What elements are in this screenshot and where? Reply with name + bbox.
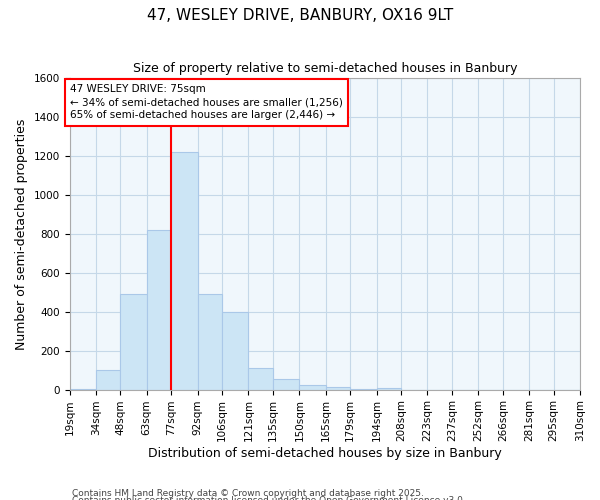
Bar	[350, 388, 377, 390]
Bar	[96, 370, 121, 390]
Text: Contains public sector information licensed under the Open Government Licence v3: Contains public sector information licen…	[72, 496, 466, 500]
Bar	[70, 388, 96, 390]
Bar	[147, 230, 171, 390]
Bar	[171, 152, 197, 390]
Bar	[248, 368, 273, 390]
Bar	[197, 294, 222, 390]
Bar	[299, 384, 326, 390]
Bar	[222, 312, 248, 390]
Bar	[326, 386, 350, 390]
Bar	[377, 388, 401, 390]
Text: 47 WESLEY DRIVE: 75sqm
← 34% of semi-detached houses are smaller (1,256)
65% of : 47 WESLEY DRIVE: 75sqm ← 34% of semi-det…	[70, 84, 343, 120]
X-axis label: Distribution of semi-detached houses by size in Banbury: Distribution of semi-detached houses by …	[148, 447, 502, 460]
Bar	[121, 294, 147, 390]
Y-axis label: Number of semi-detached properties: Number of semi-detached properties	[15, 118, 28, 350]
Text: Contains HM Land Registry data © Crown copyright and database right 2025.: Contains HM Land Registry data © Crown c…	[72, 488, 424, 498]
Text: 47, WESLEY DRIVE, BANBURY, OX16 9LT: 47, WESLEY DRIVE, BANBURY, OX16 9LT	[147, 8, 453, 22]
Bar	[273, 379, 299, 390]
Title: Size of property relative to semi-detached houses in Banbury: Size of property relative to semi-detach…	[133, 62, 517, 76]
